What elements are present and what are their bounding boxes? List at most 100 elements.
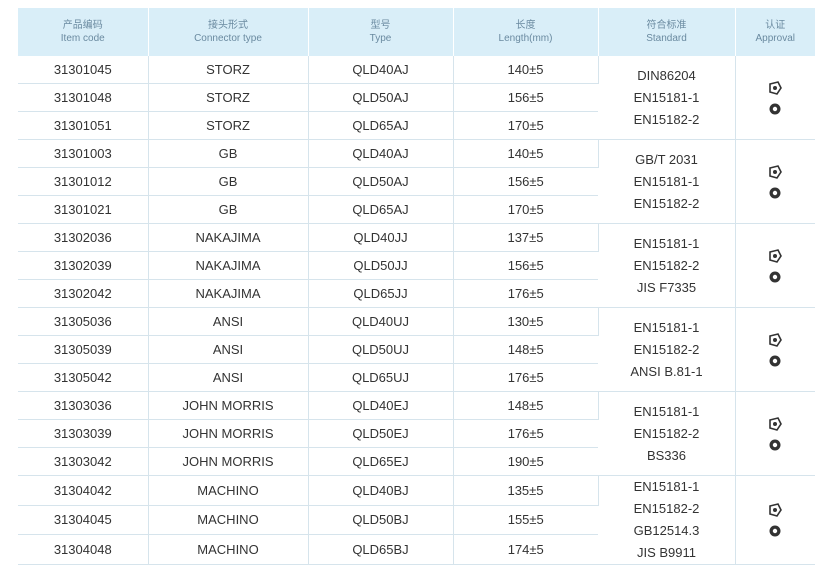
table-cell: STORZ bbox=[148, 83, 309, 112]
table-cell: 190±5 bbox=[453, 447, 598, 476]
table-cell: STORZ bbox=[148, 56, 309, 84]
header-zh: 认证 bbox=[765, 20, 786, 31]
table-cell: 31305036 bbox=[18, 307, 149, 336]
header-zh: 接头形式 bbox=[208, 20, 248, 31]
table-cell: JOHN MORRIS bbox=[148, 447, 309, 476]
table-cell: 130±5 bbox=[453, 307, 599, 336]
table-cell: ANSI bbox=[148, 335, 309, 364]
table-row: 31301003 GB QLD40AJ 140±5 GB/T 2031 EN15181-1… bbox=[18, 139, 815, 224]
table-cell: QLD40EJ bbox=[308, 391, 454, 420]
standard-text: EN15181-1 bbox=[633, 319, 700, 335]
approval-icon bbox=[769, 525, 781, 537]
table-cell: 31303036 bbox=[18, 391, 149, 420]
table-cell: QLD65JJ bbox=[308, 279, 454, 308]
table-cell: QLD40AJ bbox=[308, 56, 454, 84]
table-cell: 156±5 bbox=[453, 251, 598, 280]
table-cell: GB bbox=[148, 139, 309, 168]
table-cell: 31301003 bbox=[18, 139, 149, 168]
approval-icon bbox=[769, 503, 783, 517]
header-en: Item code bbox=[60, 33, 105, 44]
standard-cell: GB/T 2031 EN15181-1 EN15182-2 bbox=[598, 139, 736, 224]
table-row: 31301051 STORZ QLD65AJ 170±5 bbox=[18, 111, 815, 140]
header-cell: 认证 Approval bbox=[735, 8, 815, 56]
table-cell: JOHN MORRIS bbox=[148, 419, 309, 448]
header-row: 产品编码 Item code 接头形式 Connector type 型号 Type 长度 L… bbox=[18, 8, 815, 56]
standard-cell: DIN86204 EN15181-1 EN15182-2 bbox=[598, 56, 736, 140]
table-cell: QLD40UJ bbox=[308, 307, 454, 336]
standard-cell: EN15181-1 EN15182-2 JIS F7335 bbox=[598, 223, 736, 308]
table-cell: 31301048 bbox=[18, 83, 149, 112]
table-cell: 31302039 bbox=[18, 251, 149, 280]
table-row: 31304042 MACHINO QLD40BJ 135±5 EN15181-1 EN15… bbox=[18, 475, 815, 565]
table-cell: QLD65UJ bbox=[308, 363, 454, 392]
table-cell: 176±5 bbox=[453, 419, 598, 448]
table-cell: 31304048 bbox=[18, 534, 149, 565]
approval-icon bbox=[769, 355, 781, 366]
standard-cell: EN15181-1 EN15182-2 BS336 bbox=[598, 391, 736, 476]
table-cell: JOHN MORRIS bbox=[148, 391, 309, 420]
table-cell: ANSI bbox=[148, 307, 309, 336]
table-row: 31303039 JOHN MORRIS QLD50EJ 176±5 bbox=[18, 419, 815, 448]
table-row: 31303036 JOHN MORRIS QLD40EJ 148±5 EN15181-1… bbox=[18, 391, 815, 476]
table-cell: 156±5 bbox=[453, 167, 598, 196]
standard-text: JIS F7335 bbox=[636, 279, 697, 295]
table-cell: 137±5 bbox=[453, 223, 599, 252]
table-cell: NAKAJIMA bbox=[148, 279, 309, 308]
standard-cell: EN15181-1 EN15182-2 ANSI B.81-1 bbox=[598, 307, 736, 392]
standard-cell: EN15181-1 EN15182-2 GB12514.3 JIS B9911 bbox=[598, 475, 736, 565]
table-row: 31301048 STORZ QLD50AJ 156±5 bbox=[18, 83, 815, 112]
table-cell: 176±5 bbox=[453, 363, 598, 392]
standard-text: EN15182-2 bbox=[633, 341, 700, 357]
standard-text: EN15182-2 bbox=[633, 257, 700, 273]
approval-cell bbox=[735, 391, 815, 476]
table-cell: 170±5 bbox=[453, 195, 598, 224]
table-cell: 31302036 bbox=[18, 223, 149, 252]
table-cell: ANSI bbox=[148, 363, 309, 392]
standard-text: EN15182-2 bbox=[633, 425, 700, 441]
table-row: 31305039 ANSI QLD50UJ 148±5 bbox=[18, 335, 815, 364]
table-row: 31301021 GB QLD65AJ 170±5 bbox=[18, 195, 815, 224]
table-cell: 176±5 bbox=[453, 279, 598, 308]
standard-text: EN15182-2 bbox=[633, 501, 700, 516]
table-cell: 31303042 bbox=[18, 447, 149, 476]
table-cell: QLD65AJ bbox=[308, 111, 454, 140]
header-cell: 长度 Length(mm) bbox=[453, 8, 599, 56]
table-row: 31303042 JOHN MORRIS QLD65EJ 190±5 bbox=[18, 447, 815, 476]
standard-text: EN15181-1 bbox=[633, 173, 700, 189]
approval-cell bbox=[735, 56, 815, 140]
header-zh: 符合标准 bbox=[646, 20, 687, 31]
table-cell: 148±5 bbox=[453, 391, 599, 420]
table-cell: QLD65EJ bbox=[308, 447, 454, 476]
standard-text: EN15181-1 bbox=[633, 479, 700, 494]
header-cell: 接头形式 Connector type bbox=[148, 8, 309, 56]
approval-icon bbox=[769, 332, 783, 347]
table-cell: GB bbox=[148, 167, 309, 196]
approval-cell bbox=[735, 307, 815, 392]
standard-text: JIS B9911 bbox=[636, 545, 697, 560]
table-cell: 31304045 bbox=[18, 505, 149, 536]
standard-text: EN15182-2 bbox=[633, 195, 700, 211]
table-cell: 31303039 bbox=[18, 419, 149, 448]
table-cell: QLD50BJ bbox=[308, 505, 454, 536]
header-en: Length(mm) bbox=[498, 33, 553, 44]
table-cell: 174±5 bbox=[453, 534, 598, 565]
table-cell: QLD50AJ bbox=[308, 167, 454, 196]
table-cell: 31301012 bbox=[18, 167, 149, 196]
approval-cell bbox=[735, 139, 815, 224]
table-cell: QLD65AJ bbox=[308, 195, 454, 224]
table-cell: QLD50UJ bbox=[308, 335, 454, 364]
approval-icon bbox=[769, 248, 783, 263]
table-cell: GB bbox=[148, 195, 309, 224]
table-cell: 31301021 bbox=[18, 195, 149, 224]
table-row: 31301045 STORZ QLD40AJ 140±5 DIN86204 EN15181… bbox=[18, 56, 815, 140]
table-cell: MACHINO bbox=[148, 475, 309, 506]
table-cell: QLD40AJ bbox=[308, 139, 454, 168]
standard-text: EN15181-1 bbox=[633, 235, 700, 251]
table-cell: QLD50AJ bbox=[308, 83, 454, 112]
header-zh: 产品编码 bbox=[62, 20, 103, 31]
header-en: Type bbox=[369, 33, 392, 44]
table-cell: 135±5 bbox=[453, 475, 599, 506]
approval-icon bbox=[769, 439, 781, 450]
approval-icon bbox=[769, 103, 781, 114]
table-row: 31302042 NAKAJIMA QLD65JJ 176±5 bbox=[18, 279, 815, 308]
